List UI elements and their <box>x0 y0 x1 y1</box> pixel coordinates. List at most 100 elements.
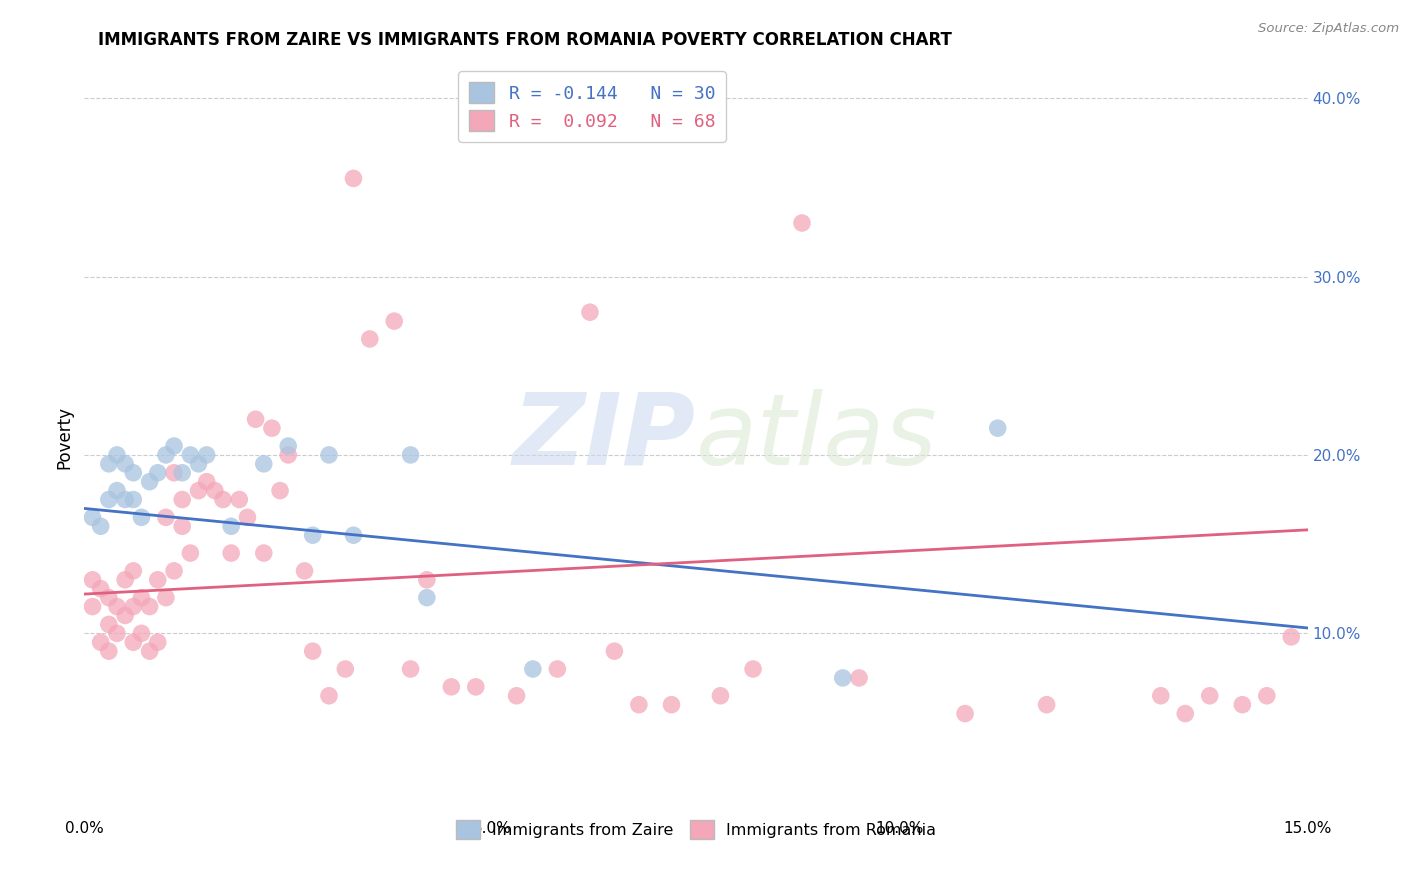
Point <box>1174 706 1197 721</box>
Point <box>260 421 283 435</box>
Point <box>172 519 194 533</box>
Point <box>987 421 1010 435</box>
Point <box>131 626 153 640</box>
Point <box>228 492 250 507</box>
Point <box>245 412 267 426</box>
Point <box>90 519 112 533</box>
Point <box>790 216 813 230</box>
Point <box>172 492 194 507</box>
Point <box>399 448 422 462</box>
Point <box>105 626 128 640</box>
Point <box>277 439 299 453</box>
Point <box>97 617 120 632</box>
Point <box>236 510 259 524</box>
Point <box>122 599 145 614</box>
Point <box>105 448 128 462</box>
Point <box>359 332 381 346</box>
Point <box>318 689 340 703</box>
Point <box>138 599 160 614</box>
Point <box>522 662 544 676</box>
Point <box>179 448 201 462</box>
Point <box>122 466 145 480</box>
Point <box>146 635 169 649</box>
Point <box>97 644 120 658</box>
Point <box>661 698 683 712</box>
Point <box>97 457 120 471</box>
Point <box>163 439 186 453</box>
Point <box>146 573 169 587</box>
Point <box>82 573 104 587</box>
Point <box>97 591 120 605</box>
Point <box>138 644 160 658</box>
Point <box>105 599 128 614</box>
Point <box>163 564 186 578</box>
Point <box>301 644 323 658</box>
Point <box>82 599 104 614</box>
Point <box>90 635 112 649</box>
Text: atlas: atlas <box>696 389 938 485</box>
Point <box>335 662 357 676</box>
Point <box>90 582 112 596</box>
Point <box>195 475 218 489</box>
Point <box>831 671 853 685</box>
Point <box>114 457 136 471</box>
Point <box>318 448 340 462</box>
Point <box>1256 689 1278 703</box>
Point <box>195 448 218 462</box>
Point <box>82 510 104 524</box>
Point <box>1198 689 1220 703</box>
Point <box>301 528 323 542</box>
Point <box>146 466 169 480</box>
Point <box>163 466 186 480</box>
Point <box>131 591 153 605</box>
Point <box>187 483 209 498</box>
Point <box>155 591 177 605</box>
Point <box>440 680 463 694</box>
Y-axis label: Poverty: Poverty <box>55 406 73 468</box>
Point <box>603 644 626 658</box>
Point <box>122 564 145 578</box>
Point <box>219 546 242 560</box>
Point <box>848 671 870 685</box>
Point <box>138 475 160 489</box>
Point <box>187 457 209 471</box>
Point <box>342 171 364 186</box>
Point <box>253 457 276 471</box>
Point <box>464 680 486 694</box>
Point <box>953 706 976 721</box>
Point <box>627 698 650 712</box>
Point <box>416 573 439 587</box>
Point <box>204 483 226 498</box>
Point <box>1150 689 1173 703</box>
Point <box>179 546 201 560</box>
Point <box>122 492 145 507</box>
Point <box>219 519 242 533</box>
Point <box>114 608 136 623</box>
Point <box>122 635 145 649</box>
Point <box>505 689 527 703</box>
Text: ZIP: ZIP <box>513 389 696 485</box>
Point <box>546 662 568 676</box>
Point <box>742 662 765 676</box>
Legend: Immigrants from Zaire, Immigrants from Romania: Immigrants from Zaire, Immigrants from R… <box>449 814 943 845</box>
Point <box>382 314 405 328</box>
Point <box>277 448 299 462</box>
Point <box>416 591 439 605</box>
Point <box>97 492 120 507</box>
Point <box>342 528 364 542</box>
Point <box>172 466 194 480</box>
Point <box>1035 698 1057 712</box>
Point <box>114 492 136 507</box>
Point <box>131 510 153 524</box>
Text: Source: ZipAtlas.com: Source: ZipAtlas.com <box>1258 22 1399 36</box>
Point <box>155 448 177 462</box>
Point <box>212 492 235 507</box>
Point <box>105 483 128 498</box>
Point <box>399 662 422 676</box>
Point <box>155 510 177 524</box>
Point <box>709 689 731 703</box>
Point <box>294 564 316 578</box>
Point <box>253 546 276 560</box>
Point <box>1279 630 1302 644</box>
Text: IMMIGRANTS FROM ZAIRE VS IMMIGRANTS FROM ROMANIA POVERTY CORRELATION CHART: IMMIGRANTS FROM ZAIRE VS IMMIGRANTS FROM… <box>98 31 952 49</box>
